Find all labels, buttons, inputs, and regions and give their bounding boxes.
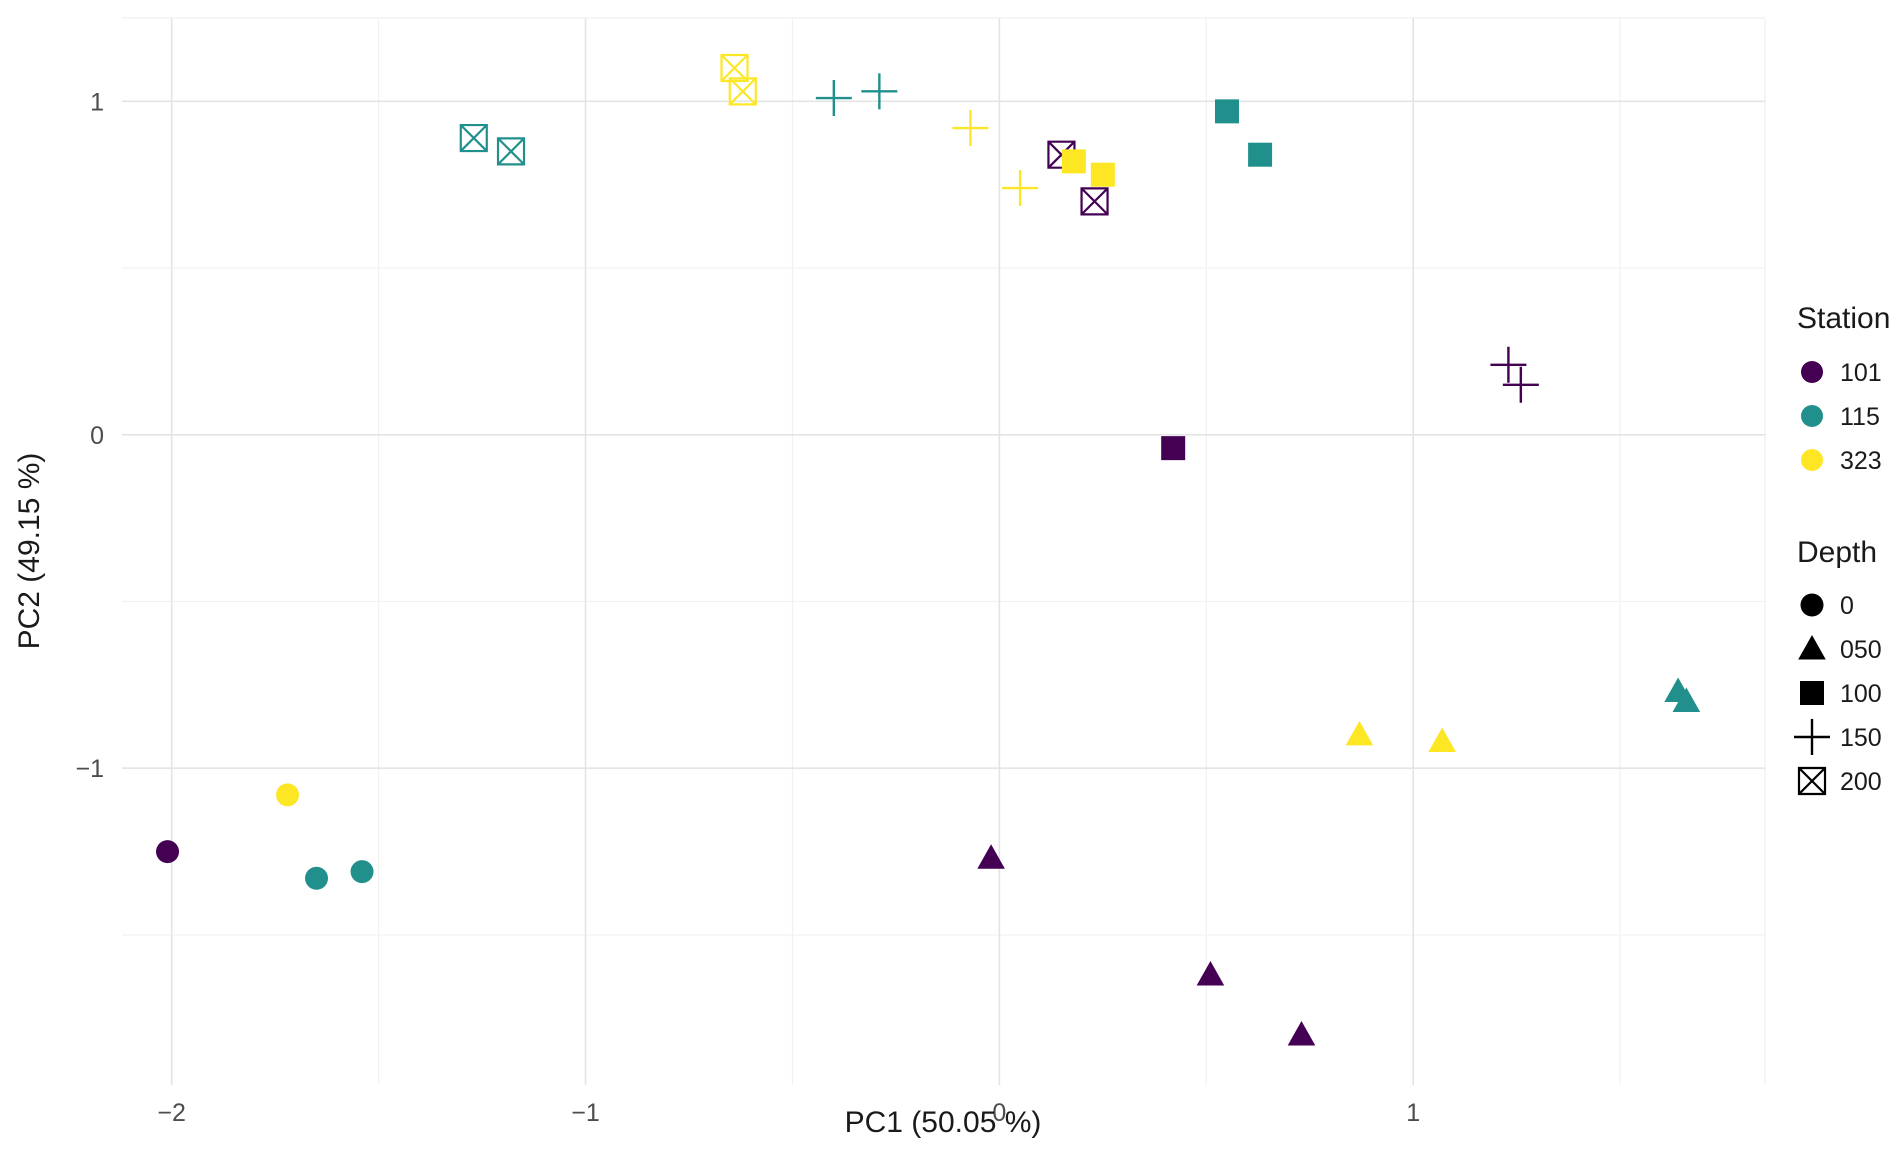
legend-label-depth-050: 050	[1840, 636, 1882, 664]
data-point-station-323-depth-150	[1002, 170, 1039, 207]
legend-key-depth-0	[1800, 593, 1824, 617]
data-point-station-323-depth-100	[1090, 162, 1115, 187]
legend-label-depth-100: 100	[1840, 680, 1882, 708]
data-point-station-101-depth-050	[977, 844, 1005, 869]
data-point-station-323-depth-050	[1428, 727, 1456, 753]
legend-key-depth-200	[1797, 766, 1827, 796]
data-point-station-101-depth-150	[1502, 366, 1539, 403]
y-tick-label: 1	[90, 88, 104, 116]
data-point-station-101-depth-0	[156, 840, 180, 864]
data-point-station-115-depth-200	[496, 137, 526, 166]
data-point-station-101-depth-150	[1490, 346, 1527, 383]
legend-key-station-101	[1801, 361, 1823, 383]
data-point-station-323-depth-100	[1061, 149, 1086, 174]
legend-key-station-115	[1801, 405, 1823, 427]
data-point-station-323-depth-200	[728, 77, 757, 106]
data-point-station-323-depth-0	[276, 783, 300, 807]
data-point-station-101-depth-100	[1161, 436, 1186, 461]
data-point-station-115-depth-150	[815, 80, 852, 117]
legend-key-depth-050	[1798, 635, 1826, 660]
legend-label-depth-150: 150	[1840, 724, 1882, 752]
y-axis-title: PC2 (49.15 %)	[13, 452, 46, 650]
legend-station-title: Station	[1797, 302, 1891, 335]
data-point-station-115-depth-100	[1214, 99, 1239, 124]
x-tick-label: −1	[571, 1099, 600, 1127]
x-axis-title: PC1 (50.05 %)	[844, 1106, 1042, 1139]
data-point-station-115-depth-150	[861, 73, 898, 110]
legend-label-depth-200: 200	[1840, 768, 1882, 796]
data-point-station-115-depth-0	[305, 866, 329, 890]
legend-label-station-101: 101	[1840, 359, 1882, 387]
y-tick-label: −1	[75, 755, 104, 783]
y-tick-label: 0	[90, 422, 104, 450]
data-point-station-323-depth-150	[952, 110, 989, 147]
x-tick-label: 1	[1406, 1099, 1420, 1127]
data-point-station-115-depth-200	[459, 123, 488, 153]
x-tick-label: 0	[992, 1099, 1006, 1127]
legend-key-depth-150	[1794, 719, 1830, 755]
data-point-station-323-depth-050	[1345, 720, 1374, 746]
data-point-station-101-depth-200	[1080, 187, 1109, 216]
legend-key-depth-100	[1800, 681, 1824, 705]
legend-label-station-323: 323	[1840, 447, 1882, 475]
data-point-station-101-depth-050	[1287, 1020, 1316, 1046]
legend-label-station-115: 115	[1840, 403, 1880, 431]
data-point-station-115-depth-100	[1248, 142, 1273, 167]
legend-label-depth-0: 0	[1840, 592, 1854, 620]
data-point-station-115-depth-050	[1672, 687, 1701, 713]
legend-key-station-323	[1801, 449, 1823, 471]
legend-depth-title: Depth	[1797, 536, 1878, 569]
x-tick-label: −2	[157, 1099, 186, 1127]
data-point-station-101-depth-050	[1196, 960, 1225, 986]
data-point-station-323-depth-200	[720, 53, 749, 83]
data-point-station-115-depth-0	[350, 860, 374, 884]
